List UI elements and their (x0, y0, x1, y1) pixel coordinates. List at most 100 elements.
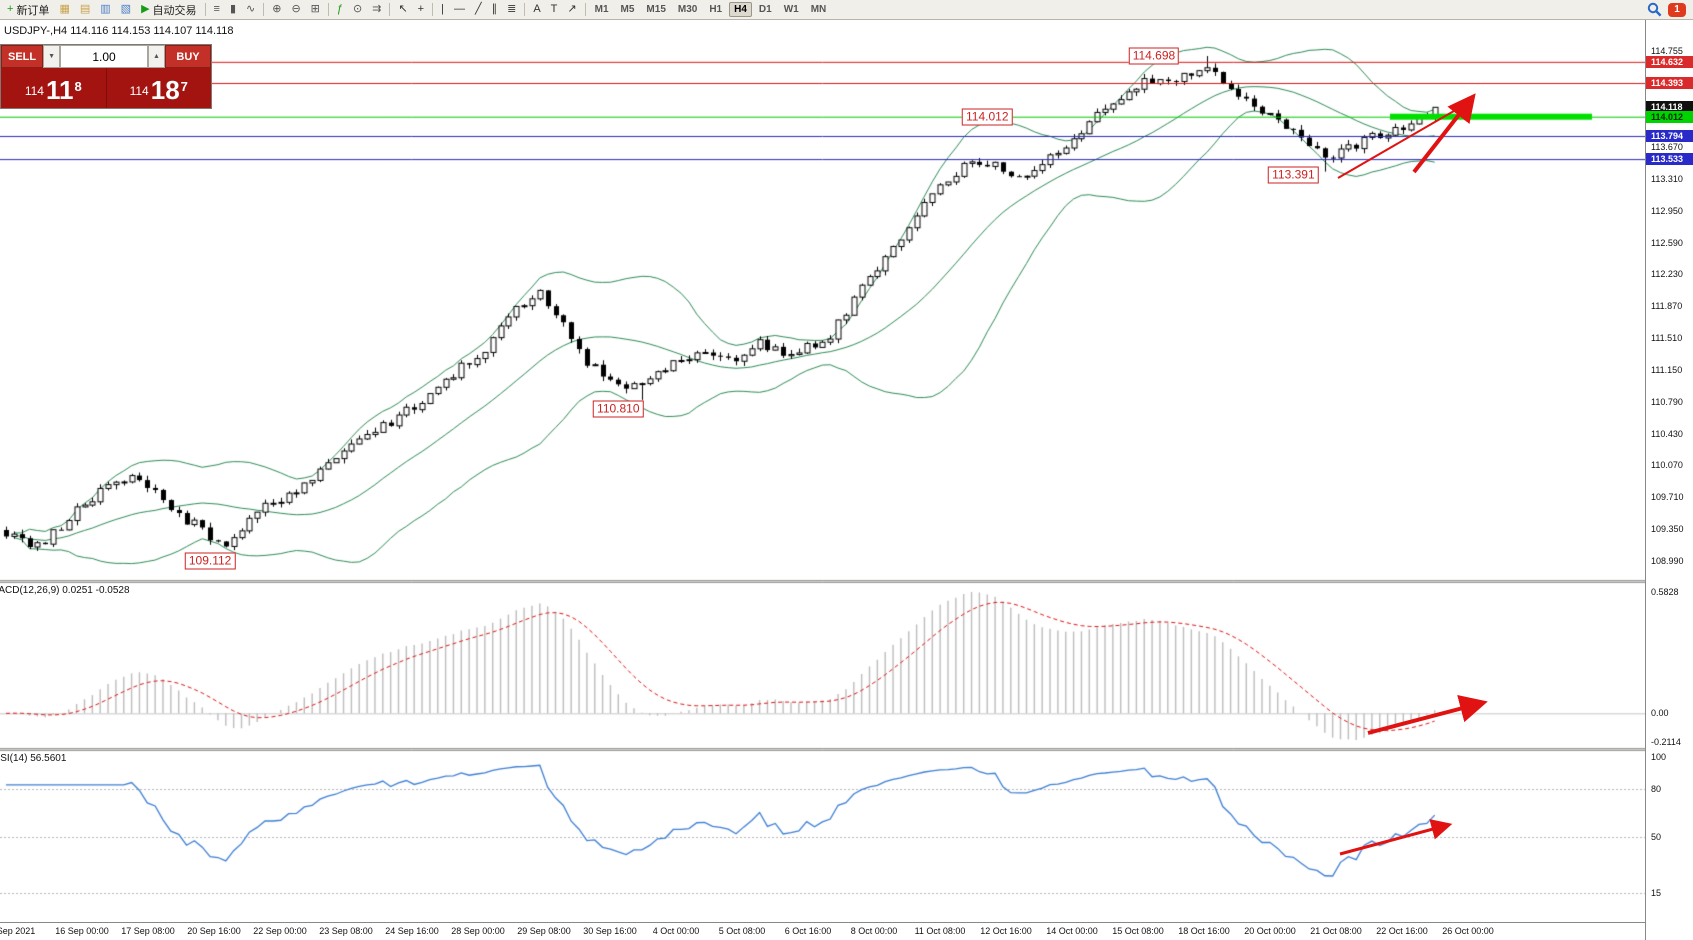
toolbar-separator (432, 3, 434, 16)
text-icon[interactable]: A (528, 1, 545, 19)
toolbar-separator (389, 3, 391, 16)
zoom-in-icon[interactable]: ⊕ (267, 1, 286, 19)
timeframe-h4[interactable]: H4 (729, 2, 752, 17)
price-tick: 111.510 (1651, 333, 1683, 344)
vline-icon[interactable]: | (436, 1, 449, 19)
hline-icon[interactable]: — (449, 1, 470, 19)
new-order-button[interactable]: + 新订单 (2, 1, 54, 19)
timeframe-m1[interactable]: M1 (590, 2, 614, 17)
price-label-114.012[interactable]: 114.012 (962, 108, 1013, 126)
time-label: 8 Oct 00:00 (850, 926, 898, 936)
volume-decrease-button[interactable]: ▼ (43, 45, 61, 68)
channel-icon[interactable]: ∥ (487, 1, 503, 19)
autotrading-glyph: ▶ (141, 3, 150, 15)
timeframe-w1[interactable]: W1 (779, 2, 804, 17)
price-tick: 113.670 (1651, 141, 1683, 152)
price-tick: 114.755 (1651, 45, 1683, 56)
search-icon[interactable] (1647, 2, 1662, 17)
buy-price[interactable]: 114 18 7 (107, 68, 212, 108)
time-label: 28 Sep 00:00 (451, 926, 505, 936)
time-label: 21 Oct 08:00 (1310, 926, 1362, 936)
indicators-icon[interactable]: ƒ (332, 1, 348, 19)
time-label: 11 Oct 08:00 (914, 926, 966, 936)
buy-button[interactable]: BUY (165, 45, 211, 68)
timeframe-mn[interactable]: MN (806, 2, 832, 17)
toolbar-left-group: + 新订单 ▦ ▤ ▥ ▧ ▶ 自动交易 ≡ ▮ ∿ ⊕ ⊖ ⊞ ƒ ⊙ ⇉ ↖ + | — ╱ ∥ ≣ A T ↗ (2, 1, 589, 19)
toolbar-separator (327, 3, 329, 16)
timeframe-m15[interactable]: M15 (641, 2, 670, 17)
price-marker-114.118: 114.118 (1646, 101, 1693, 114)
autotrading-button-label: 自动交易 (152, 4, 197, 17)
navigator-icon[interactable]: ▧ (116, 1, 136, 19)
market-watch-icon[interactable]: ▥ (95, 1, 115, 19)
macd-indicator-label: MACD(12,26,9) 0.0251 -0.0528 (0, 585, 130, 596)
notification-badge[interactable]: 1 (1668, 2, 1686, 17)
time-label: 17 Sep 08:00 (121, 926, 175, 936)
price-label-110.810[interactable]: 110.810 (593, 400, 644, 418)
price-label-113.391[interactable]: 113.391 (1268, 166, 1319, 184)
price-scale[interactable]: 114.755 113.670 113.310 112.950 112.590 112.2… (1645, 20, 1693, 940)
time-axis[interactable]: Sep 2021 16 Sep 00:00 17 Sep 08:00 20 Sep 1… (0, 922, 1645, 940)
time-label: 14 Oct 00:00 (1046, 926, 1098, 936)
periods-icon[interactable]: ⊙ (348, 1, 367, 19)
main-toolbar: + 新订单 ▦ ▤ ▥ ▧ ▶ 自动交易 ≡ ▮ ∿ ⊕ ⊖ ⊞ ƒ ⊙ ⇉ ↖ + | — ╱ ∥ ≣ A T ↗ M1 M5 M15… (0, 0, 1693, 20)
price-marker-114.632: 114.632 (1646, 55, 1693, 68)
chart-shift-icon[interactable]: ⇉ (367, 1, 386, 19)
time-label: 22 Sep 00:00 (253, 926, 307, 936)
toolbar-separator (584, 3, 586, 16)
zoom-out-icon-glyph: ⊖ (291, 3, 301, 15)
time-label: 4 Oct 00:00 (652, 926, 700, 936)
line-chart-icon[interactable]: ∿ (241, 1, 260, 19)
toolbar-right-group: 1 (1647, 2, 1691, 17)
crosshair-icon[interactable]: + (413, 1, 429, 19)
tile-windows-icon[interactable]: ⊞ (306, 1, 325, 19)
rsi-scale-80: 80 (1651, 784, 1662, 794)
time-label: 5 Oct 08:00 (718, 926, 766, 936)
volume-increase-button[interactable]: ▲ (148, 45, 165, 68)
volume-input[interactable] (60, 45, 148, 68)
bar-chart-icon[interactable]: ≡ (209, 1, 225, 19)
time-label: 12 Oct 16:00 (980, 926, 1032, 936)
new-order-button-label: 新订单 (16, 4, 50, 17)
autotrading-button[interactable]: ▶ 自动交易 (136, 1, 201, 19)
macd-scale-min: -0.2114 (1651, 737, 1681, 747)
new-order-glyph: + (7, 3, 14, 15)
fibonacci-icon-glyph: ≣ (507, 3, 517, 15)
time-label: 18 Oct 16:00 (1178, 926, 1230, 936)
timeframe-m30[interactable]: M30 (673, 2, 702, 17)
price-chart-canvas[interactable] (0, 20, 1645, 922)
profiles-icon[interactable]: ▤ (75, 1, 95, 19)
time-label: 20 Sep 16:00 (187, 926, 241, 936)
timeframe-h1[interactable]: H1 (704, 2, 727, 17)
charts-icon[interactable]: ▦ (54, 1, 74, 19)
sell-price[interactable]: 114 11 8 (1, 68, 107, 108)
time-label: 15 Oct 08:00 (1112, 926, 1164, 936)
time-label: 20 Oct 00:00 (1244, 926, 1296, 936)
fibonacci-icon[interactable]: ≣ (502, 1, 521, 19)
vline-icon-glyph: | (441, 3, 444, 15)
time-label: 30 Sep 16:00 (583, 926, 637, 936)
toolbar-separator (263, 3, 265, 16)
zoom-out-icon[interactable]: ⊖ (286, 1, 305, 19)
cursor-icon[interactable]: ↖ (393, 1, 412, 19)
sell-button[interactable]: SELL (1, 45, 44, 68)
candle-chart-icon[interactable]: ▮ (225, 1, 241, 19)
buy-price-pip: 7 (180, 79, 188, 94)
timeframe-d1[interactable]: D1 (754, 2, 777, 17)
price-tick: 111.150 (1651, 364, 1683, 375)
trendline-icon[interactable]: ╱ (470, 1, 487, 19)
chart-shift-icon-glyph: ⇉ (372, 3, 382, 15)
timeframe-m5[interactable]: M5 (616, 2, 640, 17)
price-marker-114.012: 114.012 (1646, 110, 1693, 123)
price-label-114.698[interactable]: 114.698 (1128, 47, 1180, 65)
periods-icon-glyph: ⊙ (353, 3, 363, 15)
price-label-109.112[interactable]: 109.112 (184, 552, 236, 570)
timeframe-group: M1 M5 M15 M30 H1 H4 D1 W1 MN (589, 2, 833, 17)
time-label: 6 Oct 16:00 (784, 926, 832, 936)
time-label: 29 Sep 08:00 (517, 926, 571, 936)
arrows-icon[interactable]: ↗ (562, 1, 581, 19)
label-icon[interactable]: T (546, 1, 563, 19)
rsi-scale-15: 15 (1651, 888, 1662, 898)
rsi-scale-100: 100 (1651, 752, 1667, 762)
macd-scale-max: 0.5828 (1651, 587, 1679, 597)
